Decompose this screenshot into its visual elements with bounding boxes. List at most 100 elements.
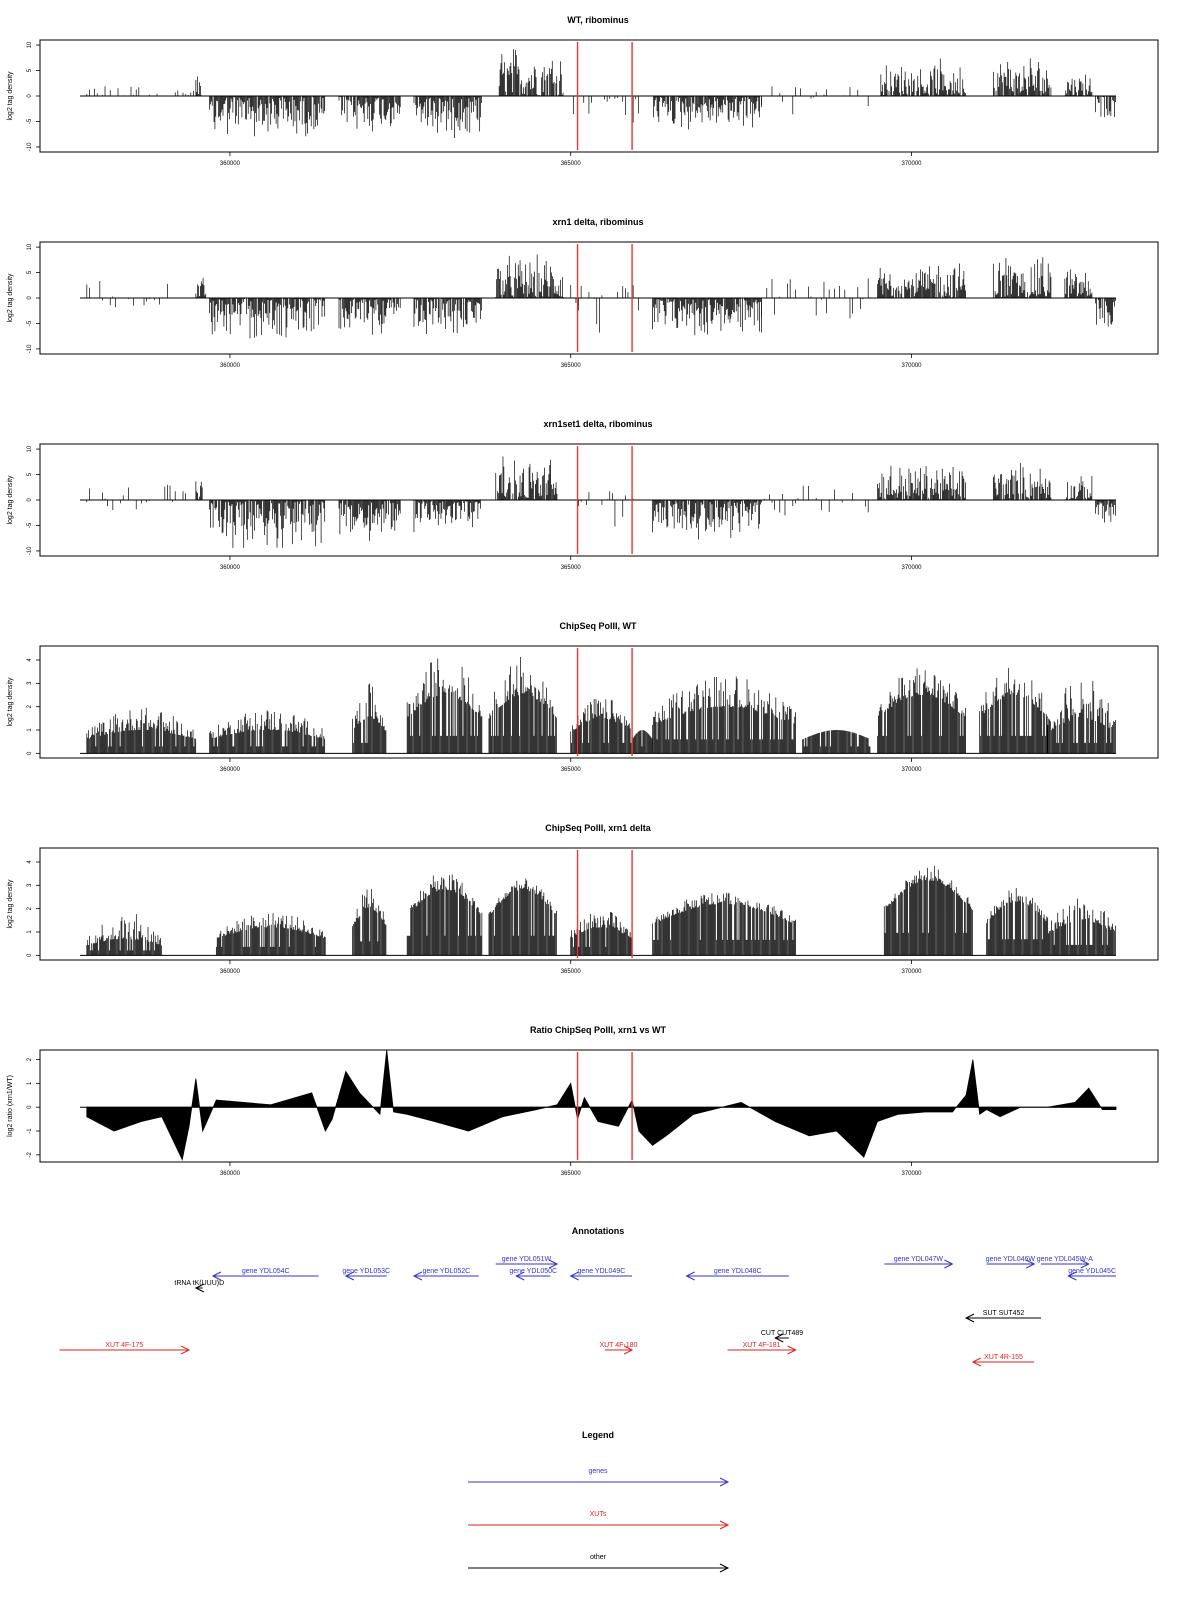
plot-frame [39,847,1159,961]
arrowhead-icon [719,1563,730,1573]
ratio-area [86,1049,1117,1161]
chart-title: xrn1 delta, ribominus [552,217,643,227]
feature-label: gene YDL046W [986,1256,1036,1263]
y-tick-label: -10 [27,344,33,353]
data-series [80,254,1116,339]
y-axis-label: log2 tag density [7,677,14,727]
feature-label: CUT CUT489 [761,1330,803,1337]
legend-panel: Legend genes XUTs other [468,1430,730,1573]
legend-item: genes [468,1468,730,1487]
y-axis-label: log2 tag density [7,71,14,121]
chart-title: Ratio ChipSeq PolII, xrn1 vs WT [530,1025,667,1035]
annotation-feature: gene YDL053C [342,1268,390,1281]
annotation-feature: XUT 4R-155 [971,1354,1035,1367]
y-tick-label: 0 [27,1105,33,1109]
annotation-feature: gene YDL048C [685,1268,789,1281]
feature-label: gene YDL053C [342,1268,390,1275]
annotation-feature: gene YDL047W [884,1256,954,1269]
y-tick-label: 10 [27,243,33,250]
arrowhead-icon [344,1271,355,1281]
chart-title: ChipSeq PolII, xrn1 delta [545,823,652,833]
feature-label: gene YDL054C [242,1268,290,1275]
arrowhead-icon [719,1520,730,1530]
x-tick-label: 360000 [220,969,241,975]
annotation-feature: gene YDL052C [412,1268,479,1281]
bar-marks [86,865,1116,956]
x-tick-label: 360000 [220,565,241,571]
chart-panel-6: Ratio ChipSeq PolII, xrn1 vs WT -2 -1 0 1 2 lo… [7,1025,1159,1177]
y-tick-label: -1 [27,1128,33,1134]
annotation-feature: gene YDL045C [1067,1268,1116,1281]
y-tick-label: 3 [27,681,33,685]
y-tick-label: -10 [27,142,33,151]
y-tick-label: -10 [27,546,33,555]
y-tick-label: 10 [27,445,33,452]
chart-panel-4: ChipSeq PolII, WT 0 1 2 3 4 log2 tag density 36… [7,621,1159,773]
bar-marks [86,456,1116,548]
feature-label: SUT SUT452 [983,1310,1025,1317]
annotations-title: Annotations [572,1226,625,1236]
feature-label: gene YDL052C [422,1268,470,1275]
x-tick-label: 370000 [902,565,923,571]
data-series [80,657,1116,754]
data-series [80,456,1116,548]
y-axis-label: log2 ratio (xrn1/WT) [7,1075,14,1137]
legend-title: Legend [582,1430,614,1440]
chart-panel-2: xrn1 delta, ribominus -10 -5 0 5 10 log2 tag d… [7,217,1159,369]
y-tick-label: 2 [27,906,33,910]
x-tick-label: 370000 [902,161,923,167]
arrowhead-icon [412,1271,423,1281]
bar-marks [86,49,1116,138]
feature-label: gene YDL050C [509,1268,557,1275]
y-tick-label: 5 [27,68,33,72]
feature-label: gene YDL048C [714,1268,762,1275]
feature-label: XUT 4F-180 [599,1342,637,1349]
chart-title: WT, ribominus [567,15,629,25]
x-tick-label: 370000 [902,969,923,975]
arrowhead-icon [623,1345,634,1355]
chart-panel-1: WT, ribominus -10 -5 0 5 10 log2 tag density 36… [7,15,1159,167]
arrowhead-icon [548,1259,559,1269]
y-tick-label: 0 [27,94,33,98]
feature-label: gene YDL049C [578,1268,626,1275]
x-tick-label: 370000 [902,363,923,369]
y-axis-label: log2 tag density [7,879,14,929]
y-tick-label: 2 [27,704,33,708]
bar-marks [86,254,1116,339]
arrowhead-icon [719,1477,730,1487]
feature-label: gene YDL047W [894,1256,944,1263]
y-tick-label: 5 [27,270,33,274]
legend-label: genes [588,1468,608,1475]
feature-label: gene YDL051W [502,1256,552,1263]
legend-item: other [468,1554,730,1573]
legend-label: other [590,1554,607,1561]
plot-frame [39,1049,1159,1163]
bar-marks [86,657,1116,754]
annotation-feature: gene YDL054C [211,1268,319,1281]
y-tick-label: -5 [27,118,33,124]
y-tick-label: 0 [27,296,33,300]
x-tick-label: 360000 [220,767,241,773]
legend-item: XUTs [468,1511,730,1530]
data-series [80,49,1116,138]
arrowhead-icon [1080,1259,1090,1269]
chart-title: xrn1set1 delta, ribominus [543,419,652,429]
y-tick-label: 0 [27,751,33,755]
y-tick-label: -5 [27,522,33,528]
y-tick-label: 3 [27,883,33,887]
y-tick-label: 1 [27,1081,33,1085]
annotations-panel: Annotations tRNA tK(UUU)D gene YDL054C gene… [59,1226,1116,1367]
legend-label: XUTs [590,1511,607,1518]
annotation-feature: XUT 4F-180 [599,1342,638,1355]
annotation-feature: SUT SUT452 [964,1310,1042,1323]
y-tick-label: -2 [27,1152,33,1158]
annotation-feature: gene YDL049C [569,1268,633,1281]
arrowhead-icon [964,1313,975,1323]
feature-label: tRNA tK(UUU)D [174,1280,224,1287]
y-tick-label: 4 [27,860,33,864]
chart-panel-5: ChipSeq PolII, xrn1 delta 0 1 2 3 4 log2 tag d… [7,823,1159,975]
feature-label: gene YDL045C [1068,1268,1116,1275]
annotation-feature: gene YDL050C [509,1268,557,1281]
y-tick-label: 0 [27,498,33,502]
